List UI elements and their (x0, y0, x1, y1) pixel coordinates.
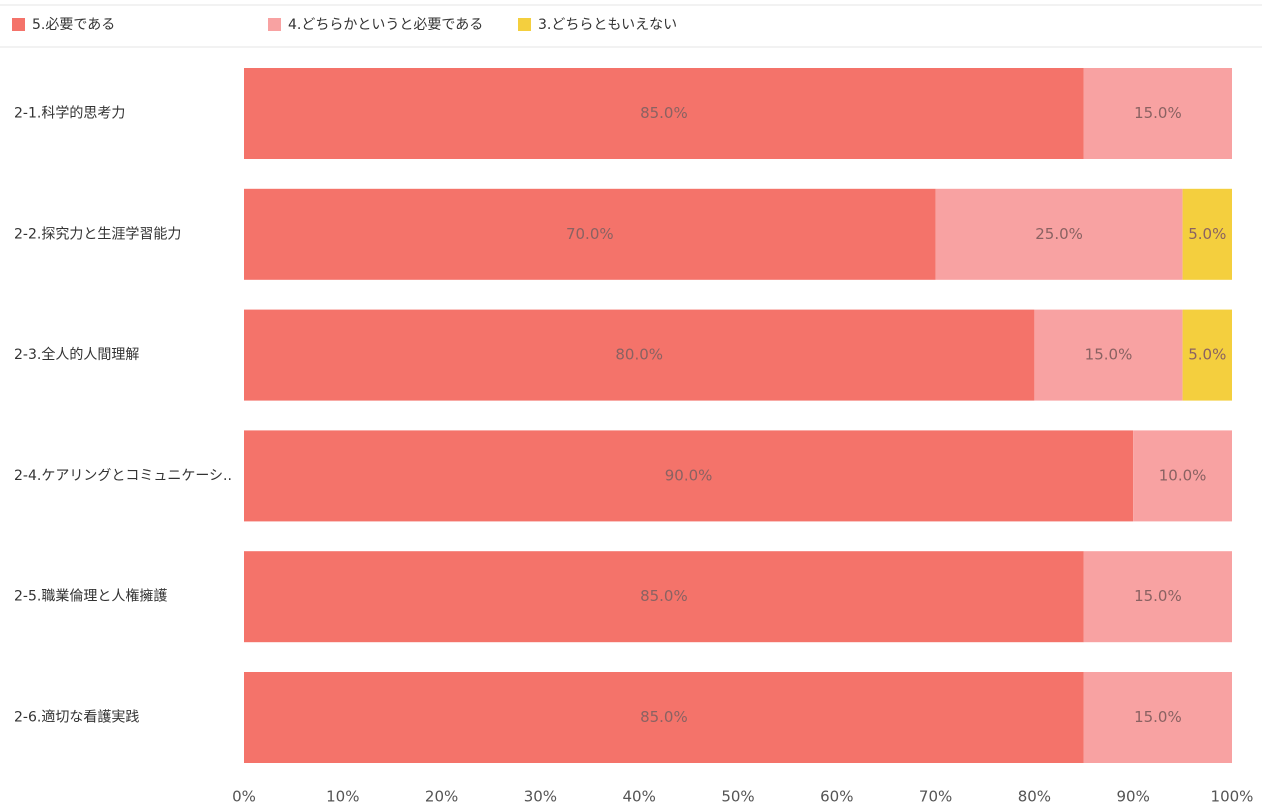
value-label: 15.0% (1134, 708, 1182, 726)
value-label: 15.0% (1134, 104, 1182, 122)
value-label: 90.0% (665, 466, 713, 484)
x-tick-label: 100% (1211, 788, 1254, 806)
legend-swatch (518, 18, 531, 31)
bar-segment (935, 188, 1183, 280)
bar-segment (1034, 309, 1183, 401)
value-label: 85.0% (640, 104, 688, 122)
value-label: 70.0% (566, 225, 614, 243)
legend-label: 5.必要である (32, 17, 115, 33)
value-label: 5.0% (1188, 346, 1226, 364)
category-label: 2-3.全人的人間理解 (14, 346, 139, 363)
bar-segment (1083, 68, 1232, 159)
x-tick-label: 60% (820, 788, 853, 806)
bar-segment (1083, 551, 1232, 643)
x-tick-label: 0% (232, 788, 256, 806)
bar-segment (1083, 672, 1232, 763)
bar-segment (1182, 309, 1232, 401)
value-label: 85.0% (640, 708, 688, 726)
legend-swatch (12, 18, 25, 31)
bar-segment (244, 672, 1084, 763)
value-label: 15.0% (1085, 346, 1133, 364)
value-label: 80.0% (615, 346, 663, 364)
value-label: 15.0% (1134, 587, 1182, 605)
category-label: 2-2.探究力と生涯学習能力 (14, 226, 181, 242)
bar-segment (244, 309, 1035, 401)
x-tick-label: 80% (1018, 788, 1051, 806)
category-label: 2-1.科学的思考力 (14, 106, 125, 122)
x-tick-label: 70% (919, 788, 952, 806)
value-label: 25.0% (1035, 225, 1083, 243)
x-tick-label: 10% (326, 788, 359, 806)
bar-segment (1182, 188, 1232, 280)
legend-label: 4.どちらかというと必要である (288, 17, 483, 33)
category-label: 2-5.職業倫理と人権擁護 (14, 588, 167, 605)
legend-swatch (268, 18, 281, 31)
value-label: 5.0% (1188, 225, 1226, 243)
x-tick-label: 30% (524, 788, 557, 806)
legend-label: 3.どちらともいえない (538, 17, 677, 33)
x-tick-label: 90% (1117, 788, 1150, 806)
bar-segment (244, 68, 1084, 159)
value-label: 10.0% (1159, 466, 1207, 484)
x-tick-label: 20% (425, 788, 458, 806)
bar-segment (244, 188, 936, 280)
category-label: 2-6.適切な看護実践 (14, 709, 139, 726)
value-label: 85.0% (640, 587, 688, 605)
bar-segment (1133, 430, 1232, 522)
x-tick-label: 40% (623, 788, 656, 806)
bar-segment (244, 430, 1134, 522)
x-tick-label: 50% (721, 788, 754, 806)
category-label: 2-4.ケアリングとコミュニケーシ.. (14, 468, 232, 484)
bar-segment (244, 551, 1084, 643)
